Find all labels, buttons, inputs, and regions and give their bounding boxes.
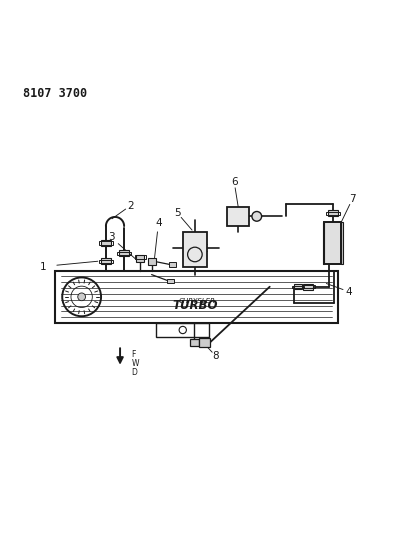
Bar [322, 222, 324, 264]
Bar [55, 271, 338, 323]
Bar [182, 232, 207, 266]
Text: 3: 3 [108, 232, 114, 243]
Bar [98, 260, 113, 263]
Circle shape [78, 293, 85, 301]
Bar [325, 212, 339, 214]
Bar [100, 240, 111, 246]
Text: 7: 7 [348, 193, 355, 204]
Circle shape [251, 212, 261, 221]
Bar [227, 207, 249, 226]
Bar [135, 255, 145, 259]
Bar [100, 258, 111, 264]
Text: 8107 3700: 8107 3700 [23, 86, 87, 100]
Bar [119, 250, 129, 256]
Bar [98, 241, 113, 245]
Bar [291, 286, 303, 288]
Text: 2: 2 [126, 201, 133, 211]
Text: 4: 4 [155, 218, 162, 228]
Bar [136, 255, 144, 262]
Bar [189, 340, 198, 346]
Text: F
W
D: F W D [131, 350, 139, 377]
Bar [327, 211, 337, 216]
Bar [166, 279, 174, 283]
Bar [199, 338, 209, 346]
Text: 5: 5 [174, 208, 180, 218]
Bar [300, 285, 315, 288]
Text: 4: 4 [344, 287, 351, 296]
Text: CHRYSLER: CHRYSLER [178, 298, 215, 304]
Bar [302, 284, 312, 289]
Text: 1: 1 [40, 262, 46, 271]
Text: 6: 6 [230, 176, 237, 187]
Text: TURBO: TURBO [172, 299, 217, 312]
Bar [117, 252, 131, 255]
Bar [324, 222, 340, 264]
Bar [147, 259, 155, 265]
Bar [168, 262, 175, 266]
Bar [156, 322, 209, 337]
Bar [293, 284, 302, 289]
Bar [340, 222, 342, 264]
Text: 8: 8 [212, 351, 219, 361]
